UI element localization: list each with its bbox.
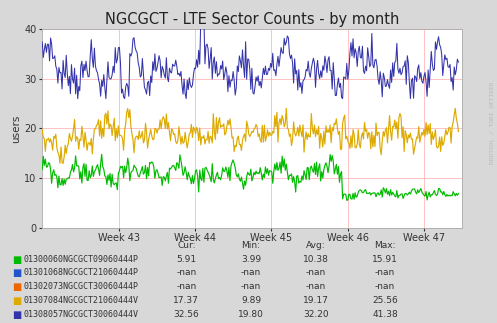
Text: ■: ■ <box>12 282 22 292</box>
Text: ■: ■ <box>12 255 22 265</box>
Text: -nan: -nan <box>375 268 395 277</box>
Text: 32.20: 32.20 <box>303 310 329 319</box>
Text: 01308057NGCGCT30060444V: 01308057NGCGCT30060444V <box>24 310 139 319</box>
Text: 9.89: 9.89 <box>241 296 261 305</box>
Text: 19.80: 19.80 <box>238 310 264 319</box>
Text: 01307084NGCGCT21060444V: 01307084NGCGCT21060444V <box>24 296 139 305</box>
Text: ■: ■ <box>12 296 22 306</box>
Text: 15.91: 15.91 <box>372 255 398 264</box>
Text: Min:: Min: <box>242 241 260 250</box>
Text: RRDTOOL / TOBI OETIKER: RRDTOOL / TOBI OETIKER <box>490 81 495 164</box>
Text: -nan: -nan <box>306 268 326 277</box>
Text: -nan: -nan <box>241 282 261 291</box>
Text: ■: ■ <box>12 310 22 320</box>
Text: 5.91: 5.91 <box>176 255 196 264</box>
Text: 3.99: 3.99 <box>241 255 261 264</box>
Text: 32.56: 32.56 <box>173 310 199 319</box>
Text: 01301068NGCGCT21060444P: 01301068NGCGCT21060444P <box>24 268 139 277</box>
Text: 41.38: 41.38 <box>372 310 398 319</box>
Title: NGCGCT - LTE Sector Counts - by month: NGCGCT - LTE Sector Counts - by month <box>105 12 400 26</box>
Text: -nan: -nan <box>306 282 326 291</box>
Text: Avg:: Avg: <box>306 241 326 250</box>
Y-axis label: users: users <box>11 114 21 142</box>
Text: -nan: -nan <box>241 268 261 277</box>
Text: 10.38: 10.38 <box>303 255 329 264</box>
Text: -nan: -nan <box>176 282 196 291</box>
Text: 17.37: 17.37 <box>173 296 199 305</box>
Text: 01302073NGCGCT30060444P: 01302073NGCGCT30060444P <box>24 282 139 291</box>
Text: Max:: Max: <box>374 241 396 250</box>
Text: -nan: -nan <box>176 268 196 277</box>
Text: 01300060NGCGCT09060444P: 01300060NGCGCT09060444P <box>24 255 139 264</box>
Text: ■: ■ <box>12 268 22 278</box>
Text: -nan: -nan <box>375 282 395 291</box>
Text: Cur:: Cur: <box>177 241 196 250</box>
Text: 19.17: 19.17 <box>303 296 329 305</box>
Text: 25.56: 25.56 <box>372 296 398 305</box>
